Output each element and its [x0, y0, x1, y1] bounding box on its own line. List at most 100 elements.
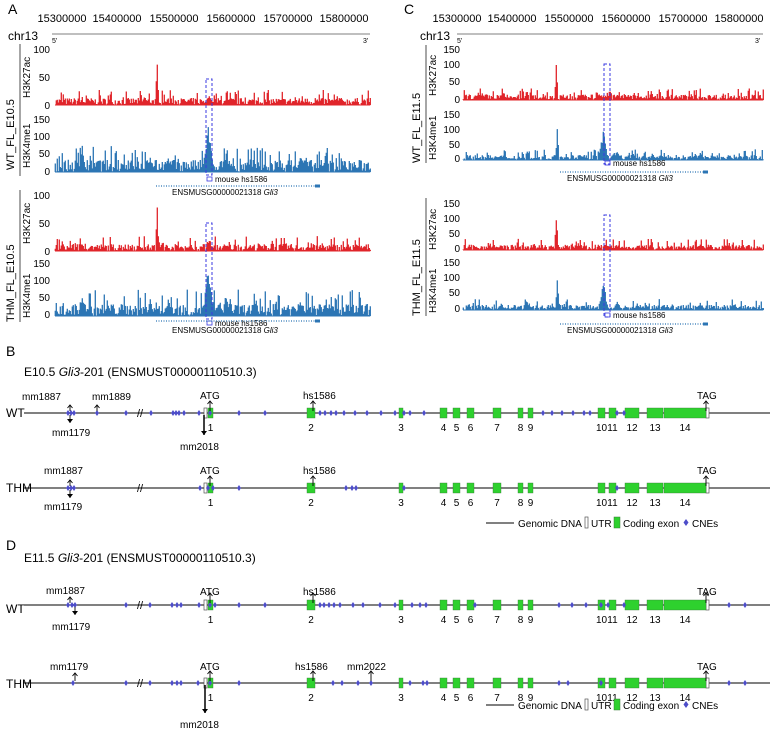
coding-exon: [597, 482, 606, 494]
exon-number: 8: [518, 615, 524, 626]
h3k27ac-signal-track: [55, 64, 371, 106]
y-tick: 0: [44, 167, 50, 178]
element-marker: [206, 176, 213, 182]
exon-number: 8: [518, 498, 524, 509]
element-label: mouse hs1586: [613, 159, 666, 168]
cne-marker: [237, 485, 241, 491]
cne-marker: [124, 410, 128, 416]
coding-exon: [306, 677, 316, 689]
cne-marker: [557, 680, 561, 686]
cne-marker: [422, 410, 426, 416]
exon-number: 11: [607, 693, 618, 704]
y-tick: 0: [454, 95, 460, 106]
pointer-arrowhead: [72, 611, 78, 615]
h3k4me1-signal-track: [54, 127, 371, 173]
pointer-arrowhead: [67, 419, 73, 423]
pointer-arrowhead: [207, 592, 213, 597]
y-tick: 150: [443, 110, 460, 121]
coding-exon: [452, 407, 461, 419]
pointer-arrowhead: [368, 670, 374, 675]
cne-marker: [340, 680, 344, 686]
exon-number: 4: [441, 615, 447, 626]
cne-marker: [148, 680, 152, 686]
pointer-arrowhead: [67, 479, 73, 484]
cne-marker: [170, 602, 174, 608]
pointer-arrowhead: [67, 596, 73, 601]
cne-marker: [378, 602, 382, 608]
coding-exon: [646, 482, 664, 494]
coding-exon: [492, 482, 502, 494]
y-tick: 50: [449, 77, 461, 88]
panel-a-scale-ticks: 15300000 15400000 15500000 15600000 1570…: [38, 13, 369, 25]
pointer-arrowhead: [202, 709, 208, 713]
track-label-h3k4me1: H3K4me1: [22, 273, 33, 318]
exon-number: 3: [398, 615, 404, 626]
cne-marker: [334, 410, 338, 416]
group-label-wt: WT_FL_E11.5: [411, 93, 423, 163]
h3k27ac-signal-track: [54, 207, 371, 252]
pointer-arrowhead: [310, 670, 316, 675]
exon-number: 10: [596, 615, 608, 626]
utr-block: [203, 599, 208, 611]
element-label: mouse hs1586: [215, 175, 268, 184]
coding-exon: [597, 407, 606, 419]
exon-number: 12: [626, 615, 638, 626]
exon-number: 7: [494, 498, 500, 509]
cne-marker: [361, 602, 365, 608]
cne-legend-swatch: [683, 701, 689, 708]
legend-label: CNEs: [692, 519, 718, 530]
cne-marker: [175, 602, 179, 608]
cne-marker: [421, 680, 425, 686]
cne-marker: [171, 410, 175, 416]
y-tick: 50: [449, 140, 461, 151]
cne-label: mm1179: [50, 662, 89, 673]
tick-label: 15500000: [545, 13, 594, 25]
cne-marker: [174, 410, 178, 416]
exon-number: 14: [679, 423, 691, 434]
group-label-thm: THM_FL_E11.5: [411, 239, 423, 316]
panel-b-legend: Genomic DNA UTR Coding exon CNEs: [486, 516, 718, 530]
coding-exon: [608, 677, 617, 689]
cne-marker: [582, 410, 586, 416]
pointer-arrowhead: [310, 475, 316, 480]
pointer-arrowhead: [703, 592, 709, 597]
coding-exon: [527, 482, 534, 494]
cne-marker: [208, 410, 212, 416]
coding-exon: [527, 599, 534, 611]
cne-marker: [208, 680, 212, 686]
pointer-arrowhead: [703, 475, 709, 480]
start-codon-label: ATG: [200, 466, 220, 477]
cne-marker: [263, 410, 267, 416]
exon-number: 6: [468, 498, 474, 509]
cne-marker: [743, 602, 747, 608]
row-label-wt: WT: [6, 406, 25, 420]
cne-marker: [622, 410, 626, 416]
y-tick: 0: [44, 310, 50, 321]
cne-marker: [237, 602, 241, 608]
tick-label: 15300000: [433, 13, 482, 25]
gene-model-exon: [315, 184, 320, 188]
panel-b-title: E10.5 Gli3-201 (ENSMUST00000110510.3): [24, 365, 257, 379]
axis-break-mark: //: [137, 408, 144, 420]
coding-exon-legend-swatch: [613, 698, 621, 711]
exon-number: 11: [607, 498, 618, 509]
track-label-h3k27ac: H3K27ac: [22, 57, 33, 98]
cne-marker: [418, 602, 422, 608]
cne-marker: [318, 602, 322, 608]
coding-exon: [306, 407, 316, 419]
h3k4me1-signal-track: [462, 129, 764, 161]
coding-exon: [306, 599, 316, 611]
tick-label: 15700000: [264, 13, 313, 25]
cne-marker: [318, 410, 322, 416]
cne-label: hs1586: [303, 391, 336, 402]
y-tick: 150: [443, 258, 460, 269]
cne-marker: [124, 602, 128, 608]
exon-number: 9: [528, 498, 534, 509]
coding-exon: [663, 677, 707, 689]
coding-exon: [517, 599, 524, 611]
cne-marker: [353, 410, 357, 416]
coding-exon: [624, 677, 640, 689]
coding-exon: [398, 677, 404, 689]
coding-exon: [517, 407, 524, 419]
y-tick: 0: [44, 101, 50, 112]
